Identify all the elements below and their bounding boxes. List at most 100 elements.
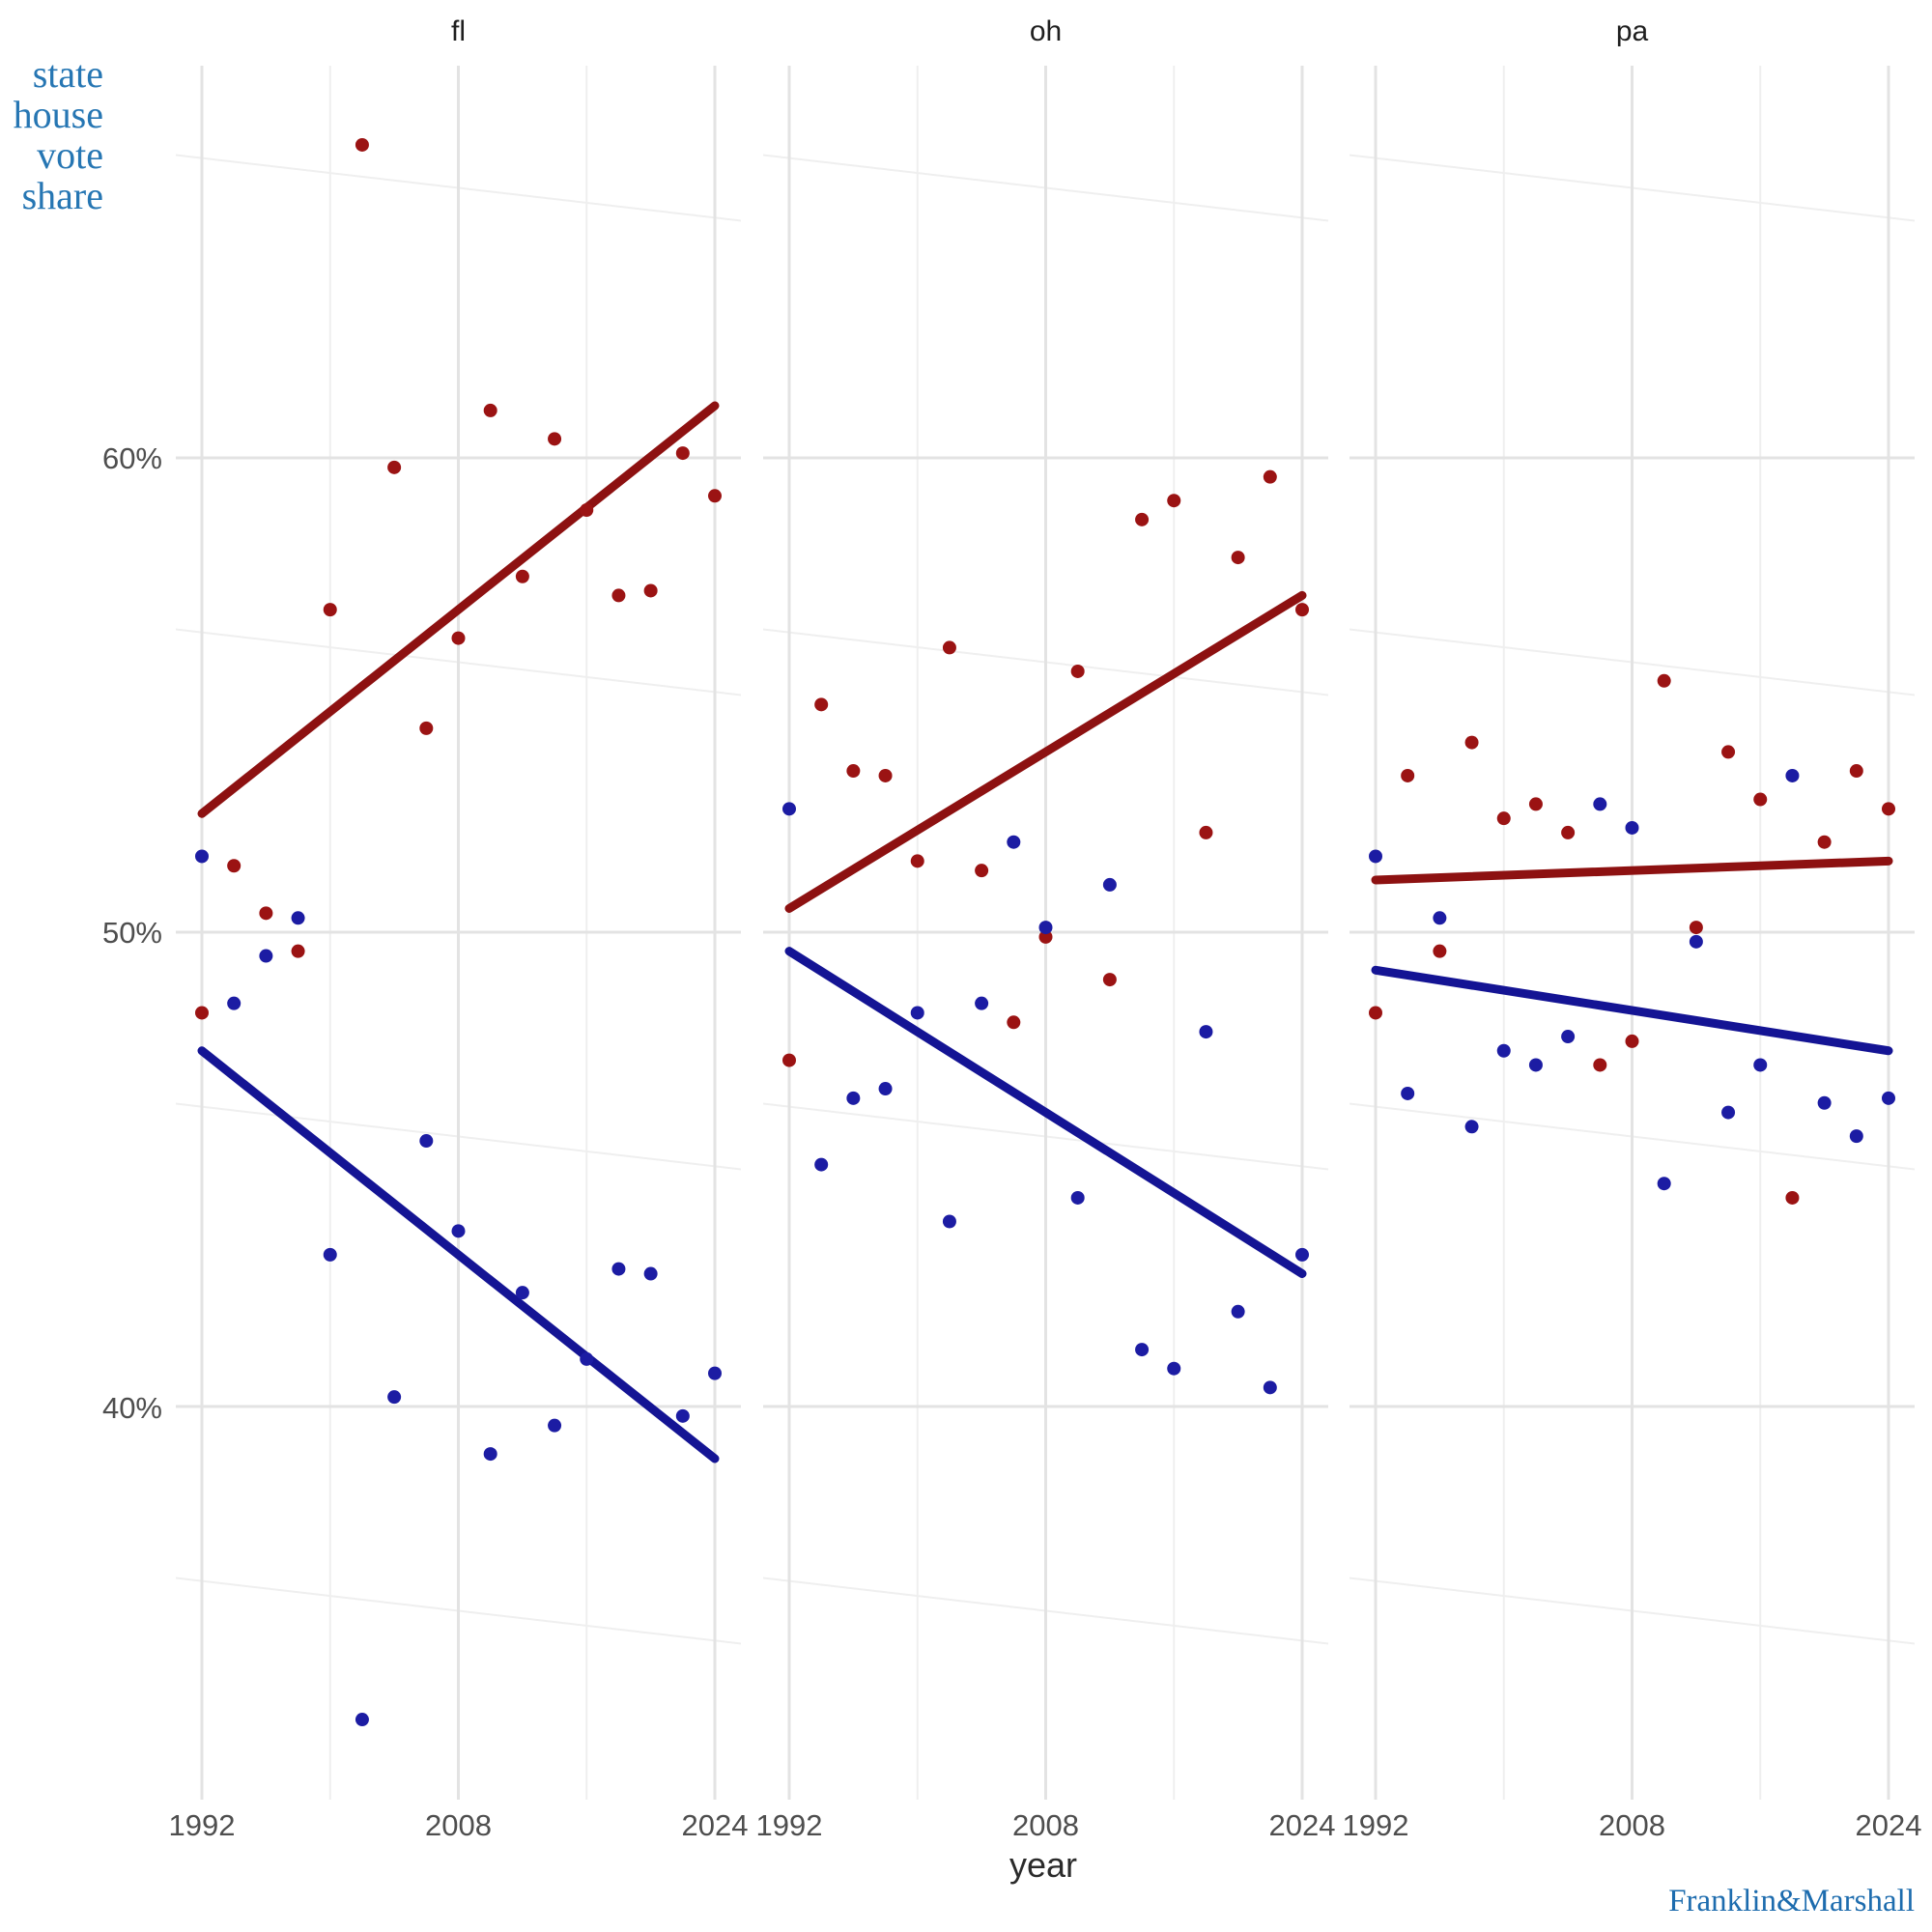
x-tick-label: 2024 — [1268, 1808, 1336, 1842]
data-point-blue — [1295, 1247, 1309, 1262]
data-point-blue — [1817, 1095, 1832, 1110]
data-point-red — [611, 588, 626, 603]
data-point-red — [1496, 811, 1511, 826]
facet-plot-area — [1350, 66, 1915, 1800]
y-axis-label-line: house — [13, 93, 103, 136]
data-point-blue — [1625, 820, 1639, 835]
data-point-blue — [611, 1262, 626, 1276]
data-point-blue — [323, 1247, 337, 1262]
data-point-red — [910, 854, 924, 868]
data-point-red — [814, 697, 829, 712]
data-point-red — [1721, 745, 1736, 759]
trend-line-red — [1371, 856, 1893, 885]
y-tick-label: 60% — [101, 441, 162, 475]
data-point-blue — [1561, 1030, 1576, 1044]
data-point-blue — [1401, 1086, 1415, 1100]
data-point-red — [1561, 825, 1576, 839]
data-point-red — [323, 603, 337, 617]
x-tick-label: 1992 — [168, 1808, 236, 1842]
data-point-blue — [355, 1713, 369, 1727]
facet-title: fl — [451, 15, 466, 47]
data-point-red — [1263, 469, 1277, 484]
trend-line-blue — [784, 947, 1307, 1279]
data-point-blue — [419, 1134, 434, 1149]
data-point-blue — [910, 1006, 924, 1020]
y-axis-label-line: vote — [37, 133, 103, 177]
data-point-blue — [580, 1351, 594, 1366]
data-point-red — [195, 1006, 209, 1020]
data-point-blue — [1785, 768, 1800, 782]
data-point-blue — [942, 1214, 956, 1229]
x-tick-label: 2008 — [425, 1808, 492, 1842]
x-tick-label: 2024 — [681, 1808, 749, 1842]
facet-panel-pa: pa 1992 2008 2024 — [1343, 0, 1922, 1932]
data-point-blue — [878, 1082, 893, 1096]
data-point-red — [1849, 764, 1863, 779]
data-point-blue — [1849, 1129, 1863, 1144]
branding-text: Franklin&Marshall — [1668, 1884, 1915, 1918]
data-point-blue — [1721, 1105, 1736, 1120]
data-point-blue — [1231, 1304, 1245, 1319]
data-point-blue — [1528, 1058, 1543, 1072]
data-point-red — [259, 906, 273, 921]
facet-panel-fl: fl 1992 2008 2024 — [169, 0, 749, 1932]
data-point-blue — [782, 802, 796, 816]
data-point-red — [1231, 551, 1245, 565]
data-point-blue — [1433, 911, 1447, 925]
data-point-blue — [1689, 934, 1703, 949]
data-point-blue — [1199, 1025, 1213, 1039]
data-point-red — [1817, 835, 1832, 849]
x-tick-label: 1992 — [755, 1808, 823, 1842]
data-point-blue — [975, 996, 989, 1010]
data-point-blue — [1102, 877, 1117, 892]
data-point-red — [387, 460, 402, 474]
data-point-red — [1369, 1006, 1382, 1020]
data-point-red — [1135, 512, 1150, 526]
data-point-red — [1689, 921, 1703, 935]
data-point-red — [1167, 494, 1181, 508]
data-point-blue — [387, 1390, 402, 1405]
data-point-red — [1882, 802, 1895, 816]
data-point-red — [548, 432, 562, 446]
data-point-red — [1657, 673, 1671, 688]
data-point-blue — [1657, 1177, 1671, 1191]
data-point-red — [483, 403, 497, 417]
y-axis-label-line: share — [21, 174, 103, 217]
y-tick-label: 40% — [101, 1391, 162, 1425]
data-point-red — [1401, 768, 1415, 782]
data-point-red — [1199, 825, 1213, 839]
x-axis-title: year — [1009, 1845, 1078, 1885]
x-tick-label: 1992 — [1342, 1808, 1409, 1842]
data-point-red — [1593, 1058, 1607, 1072]
data-point-blue — [1070, 1190, 1085, 1205]
x-tick-label: 2008 — [1012, 1808, 1079, 1842]
y-axis-label: state house vote share — [0, 54, 103, 216]
data-point-blue — [1369, 849, 1382, 864]
data-point-blue — [1464, 1120, 1479, 1134]
data-point-blue — [675, 1408, 690, 1423]
data-point-red — [643, 583, 658, 598]
data-point-red — [227, 859, 242, 873]
data-point-blue — [259, 949, 273, 963]
data-point-red — [1785, 1190, 1800, 1205]
data-point-red — [1007, 1015, 1021, 1030]
data-point-blue — [708, 1366, 722, 1380]
data-point-red — [515, 569, 529, 583]
x-tick-label: 2008 — [1599, 1808, 1665, 1842]
data-point-red — [1102, 973, 1117, 987]
data-point-red — [355, 137, 369, 152]
data-point-blue — [451, 1224, 466, 1238]
facet-plot-area — [763, 66, 1328, 1800]
data-point-red — [1464, 735, 1479, 750]
data-point-red — [846, 764, 861, 779]
data-point-blue — [643, 1266, 658, 1281]
data-point-red — [708, 489, 722, 503]
data-point-blue — [814, 1157, 829, 1172]
facet-title: oh — [1029, 15, 1063, 47]
facet-plot-area — [176, 66, 741, 1800]
data-point-blue — [1593, 797, 1607, 811]
data-point-blue — [515, 1286, 529, 1300]
data-point-blue — [548, 1418, 562, 1433]
trend-line-blue — [1371, 965, 1893, 1056]
data-point-red — [1625, 1034, 1639, 1048]
